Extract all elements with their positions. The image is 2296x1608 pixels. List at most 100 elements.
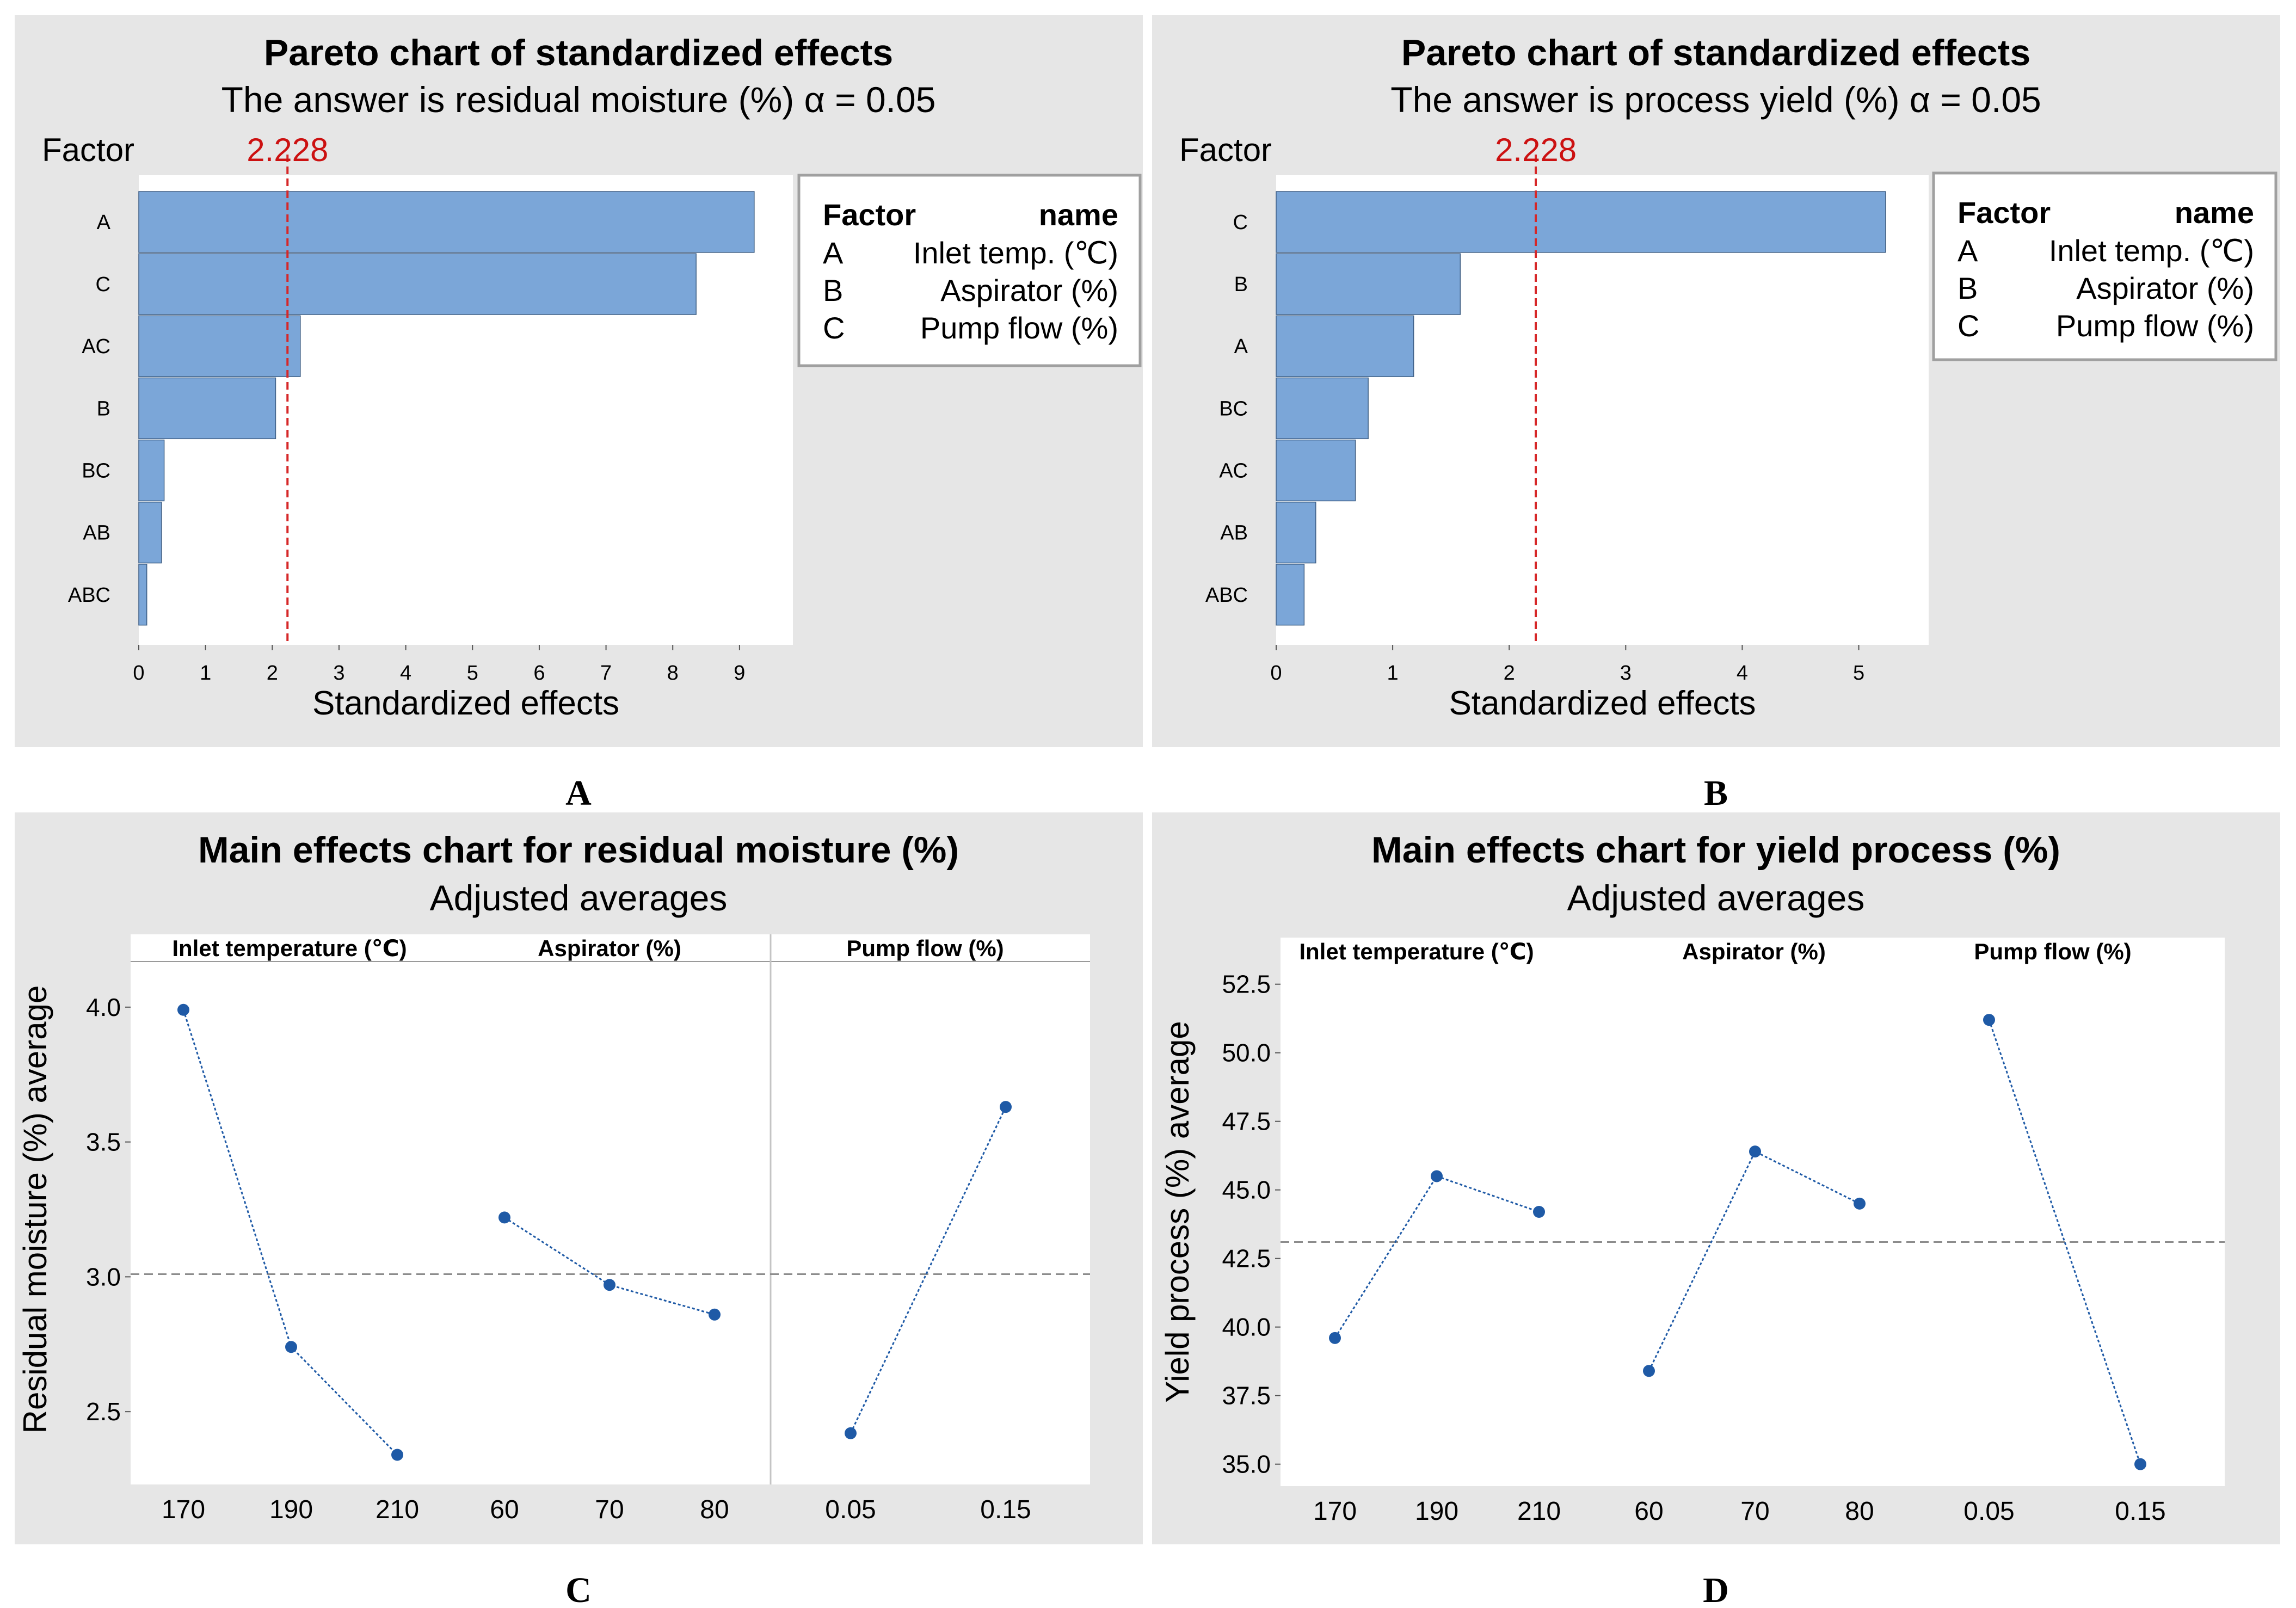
data-point [2134, 1458, 2146, 1470]
y-tick-label: 52.5 [1222, 970, 1271, 999]
category-label: AC [82, 335, 110, 358]
data-point [1643, 1365, 1655, 1377]
x-tick-label: 210 [1517, 1497, 1561, 1526]
x-tick-label: 1 [1387, 662, 1399, 685]
x-tick-label: 0 [133, 662, 144, 685]
category-label: A [1234, 335, 1248, 358]
data-point [498, 1211, 510, 1224]
x-tick-label: 5 [1853, 662, 1864, 685]
chart-title: Main effects chart for residual moisture… [198, 829, 959, 871]
bar-abc [1276, 564, 1305, 626]
y-axis-title: Factor [1179, 132, 1272, 168]
category-label: B [1234, 273, 1248, 296]
x-tick-label: 170 [162, 1495, 205, 1524]
x-tick-label: 4 [1737, 662, 1748, 685]
chart-title: Pareto chart of standardized effects [1401, 32, 2030, 73]
effect-line [850, 1106, 1007, 1434]
y-tick-label: 2.5 [86, 1397, 121, 1426]
chart-subtitle: Adjusted averages [430, 878, 728, 918]
panel-caption: C [565, 1570, 592, 1608]
x-tick-label: 190 [1415, 1497, 1458, 1526]
x-tick-label: 170 [1313, 1497, 1357, 1526]
x-tick-label: 60 [490, 1495, 519, 1524]
pareto-chart-b: Pareto chart of standardized effects The … [1152, 15, 2280, 813]
y-tick-label: 3.5 [86, 1128, 121, 1156]
legend-factor: C [1958, 309, 1979, 343]
category-label: ABC [1205, 584, 1248, 607]
category-label: BC [1219, 397, 1248, 420]
y-tick-label: 42.5 [1222, 1244, 1271, 1273]
data-point [177, 1003, 189, 1016]
x-tick-label: 0.15 [980, 1495, 1031, 1524]
y-tick-label: 4.0 [86, 993, 121, 1021]
legend-header-factor: Factor [1958, 195, 2051, 230]
category-label: C [96, 273, 110, 296]
data-point [845, 1427, 857, 1439]
x-tick-label: 60 [1634, 1497, 1663, 1526]
data-point [1329, 1332, 1341, 1344]
x-tick-label: 3 [333, 662, 344, 685]
panel-caption: B [1704, 773, 1728, 813]
group-header: Inlet temperature (℃) [172, 935, 407, 961]
group-header: Aspirator (%) [538, 935, 681, 961]
category-label: C [1233, 211, 1248, 234]
x-tick-label: 0.05 [825, 1495, 876, 1524]
x-tick-label: 6 [533, 662, 545, 685]
bar-ac [1276, 439, 1356, 502]
bar-bc [1276, 377, 1369, 440]
legend-name: Inlet temp. (℃) [913, 236, 1118, 270]
legend-name: Pump flow (%) [920, 311, 1118, 345]
group-header: Pump flow (%) [1974, 939, 2131, 964]
category-label: AB [1220, 522, 1248, 545]
x-tick-label: 0.05 [1963, 1497, 2014, 1526]
reference-label: 2.228 [1495, 132, 1577, 168]
bar-ac [138, 315, 301, 377]
x-tick-label: 80 [700, 1495, 729, 1524]
bar-a [1276, 315, 1414, 377]
x-tick-label: 2 [267, 662, 278, 685]
legend-factor: A [823, 236, 844, 270]
bar-c [138, 253, 697, 315]
main-effects-chart-c: Main effects chart for residual moisture… [15, 812, 1143, 1608]
data-point [604, 1279, 615, 1291]
group-header: Aspirator (%) [1682, 939, 1826, 964]
x-tick-label: 0 [1270, 662, 1282, 685]
data-point [1749, 1145, 1761, 1158]
x-axis-title: Standardized effects [1449, 685, 1756, 722]
plot-area [1281, 938, 2225, 1486]
y-tick-label: 37.5 [1222, 1382, 1271, 1410]
legend-factor: B [1958, 271, 1978, 305]
category-label: ABC [68, 584, 110, 607]
legend-header-name: name [1039, 198, 1118, 232]
panel-caption: D [1703, 1570, 1729, 1608]
x-tick-label: 0.15 [2115, 1497, 2165, 1526]
y-axis-title: Factor [42, 132, 134, 168]
legend-factor: A [1958, 233, 1978, 268]
data-point [1000, 1101, 1012, 1113]
category-label: A [97, 211, 111, 234]
x-axis-title: Standardized effects [312, 685, 619, 722]
bar-a [138, 191, 755, 253]
y-tick-label: 35.0 [1222, 1450, 1271, 1478]
y-tick-label: 3.0 [86, 1262, 121, 1291]
x-tick-label: 70 [1740, 1497, 1769, 1526]
y-tick-label: 47.5 [1222, 1107, 1271, 1136]
data-point [285, 1341, 297, 1353]
x-tick-label: 190 [269, 1495, 313, 1524]
legend-factor: C [823, 311, 845, 345]
y-axis-title: Yield process (%) average [1159, 1021, 1196, 1402]
legend-header-factor: Factor [823, 198, 916, 232]
main-effects-chart-d: Main effects chart for yield process (%)… [1152, 812, 2280, 1608]
legend-name: Aspirator (%) [2076, 271, 2254, 305]
plot-area [131, 934, 1090, 1484]
x-tick-label: 7 [600, 662, 612, 685]
x-tick-label: 5 [467, 662, 478, 685]
category-label: BC [82, 460, 110, 483]
bar-b [138, 377, 276, 440]
x-tick-label: 3 [1620, 662, 1632, 685]
legend-box [797, 174, 1142, 367]
data-point [1854, 1197, 1866, 1210]
bar-bc [138, 439, 165, 502]
bar-c [1276, 191, 1886, 253]
